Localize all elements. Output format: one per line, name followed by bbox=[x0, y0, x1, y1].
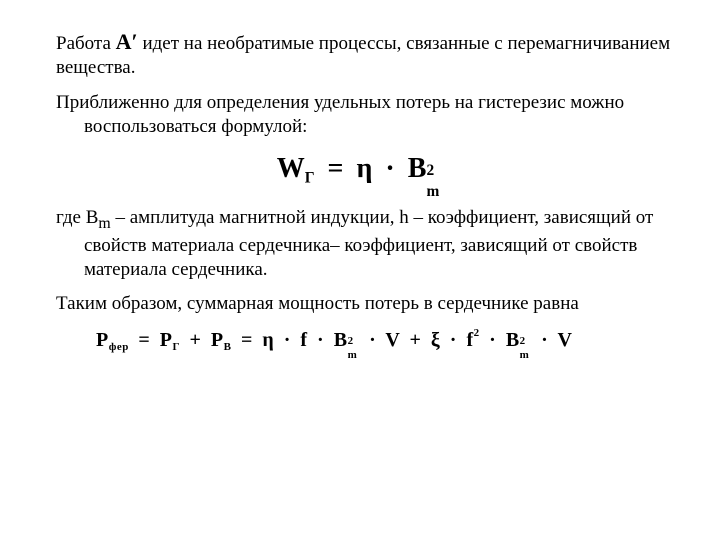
sym-B: B bbox=[86, 207, 99, 228]
dot-icon: · bbox=[313, 329, 328, 352]
sym-f: f bbox=[300, 329, 307, 351]
formula-total-loss: Pфер = PГ + PВ = η · f · B2m · V + ξ · f… bbox=[36, 327, 684, 353]
plus-icon: + bbox=[405, 329, 425, 352]
sub-g: Г bbox=[172, 340, 180, 352]
sym-V: V bbox=[557, 329, 572, 351]
dot-icon: · bbox=[280, 329, 295, 352]
sym-P: P bbox=[160, 329, 173, 351]
dot-icon: · bbox=[379, 153, 400, 185]
dot-icon: · bbox=[537, 329, 552, 352]
sym-eta: η bbox=[262, 329, 274, 351]
paragraph-1: Работа A′ идет на необратимые процессы, … bbox=[36, 28, 684, 81]
plus-icon: + bbox=[185, 329, 205, 352]
equals-icon: = bbox=[322, 153, 350, 185]
sub-m: m bbox=[520, 349, 530, 361]
equals-icon: = bbox=[134, 329, 154, 352]
sup-2: 2 bbox=[474, 327, 480, 339]
sym-B: B bbox=[506, 329, 520, 351]
dot-icon: · bbox=[446, 329, 461, 352]
sym-P: P bbox=[211, 329, 224, 351]
sym-f: f bbox=[466, 329, 473, 351]
sub-m: m bbox=[426, 183, 439, 201]
sup-2: 2 bbox=[520, 335, 526, 347]
symbol-Bm: Bm bbox=[86, 207, 111, 228]
sub-m: m bbox=[98, 214, 110, 231]
sym-xi: ξ bbox=[431, 329, 440, 351]
sym-B: B bbox=[334, 329, 348, 351]
sym-V: V bbox=[385, 329, 400, 351]
paragraph-3: где Bm – амплитуда магнитной индукции, h… bbox=[36, 206, 684, 283]
equals-icon: = bbox=[237, 329, 257, 352]
text: где bbox=[56, 207, 86, 228]
text: – амплитуда магнитной индукции, h – коэф… bbox=[84, 207, 653, 280]
symbol-a-prime: A′ bbox=[116, 29, 138, 54]
text: Работа bbox=[56, 33, 116, 54]
formula-content: WГ = η · B2m bbox=[277, 153, 444, 184]
paragraph-2: Приближенно для определения удельных пот… bbox=[36, 91, 684, 140]
text: Приближенно для определения удельных пот… bbox=[56, 92, 624, 137]
sym-B: B bbox=[408, 153, 427, 184]
sym-W: W bbox=[277, 153, 305, 184]
sym-P: P bbox=[96, 329, 109, 351]
paragraph-4: Таким образом, суммарная мощность потерь… bbox=[36, 292, 684, 316]
formula-hysteresis: WГ = η · B2m bbox=[36, 153, 684, 187]
dot-icon: · bbox=[365, 329, 380, 352]
formula-content: Pфер = PГ + PВ = η · f · B2m · V + ξ · f… bbox=[96, 329, 572, 351]
dot-icon: · bbox=[485, 329, 500, 352]
text: идет на необратимые процессы, связанные … bbox=[56, 33, 670, 78]
sub-fer: фер bbox=[109, 340, 129, 352]
sup-2: 2 bbox=[426, 162, 434, 180]
sub-gamma: Г bbox=[305, 170, 315, 187]
page: Работа A′ идет на необратимые процессы, … bbox=[0, 0, 720, 540]
text: Таким образом, суммарная мощность потерь… bbox=[56, 293, 579, 314]
sub-v: В bbox=[224, 340, 232, 352]
sym-eta: η bbox=[357, 153, 373, 184]
sup-2: 2 bbox=[348, 335, 354, 347]
sub-m: m bbox=[348, 349, 358, 361]
